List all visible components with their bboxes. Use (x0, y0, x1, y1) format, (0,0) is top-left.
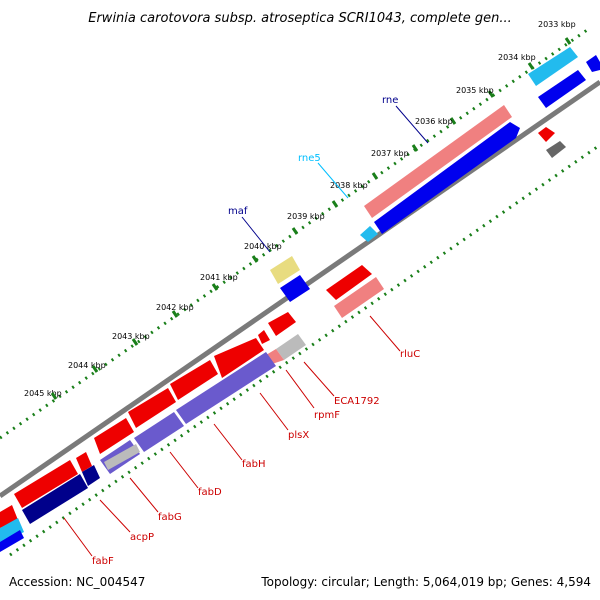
tick-mark (411, 144, 419, 152)
tick-mark (171, 310, 179, 318)
leader-line (303, 361, 335, 397)
gene-fabD[interactable] (128, 388, 176, 428)
tick-mark (331, 200, 339, 208)
tick-group: 2033 kbp 2034 kbp 2035 kbp 2036 kbp 2037… (24, 20, 576, 400)
tick-label-2036: 2036 kbp (415, 117, 453, 126)
leader-line (395, 105, 429, 144)
gene-arrow[interactable] (0, 518, 24, 544)
summary-text: Topology: circular; Length: 5,064,019 bp… (260, 575, 591, 589)
tick-mark (371, 172, 379, 180)
gene-ECA1792[interactable] (276, 334, 306, 360)
tick-mark (251, 255, 259, 263)
tick-label-2038: 2038 kbp (330, 181, 368, 190)
tick-mark (564, 37, 572, 45)
tick-label-2041: 2041 kbp (200, 273, 238, 282)
map-title: Erwinia carotovora subsp. atroseptica SC… (88, 11, 511, 26)
gene-label-rpmF[interactable]: rpmF (314, 410, 340, 421)
leader-line (285, 369, 315, 409)
gene-plsX-rna[interactable] (176, 352, 276, 424)
tick-mark (91, 365, 99, 373)
leader-line (169, 451, 199, 489)
leader-line (213, 423, 243, 461)
gene-arrow[interactable] (538, 127, 555, 142)
tick-label-2043: 2043 kbp (112, 332, 150, 341)
gene-fabF[interactable] (14, 460, 78, 508)
gene-arrow[interactable] (0, 530, 24, 552)
gene-label-rne5[interactable]: rne5 (298, 153, 321, 164)
gene-fabD-rna[interactable] (134, 412, 184, 452)
gene-label-fabF[interactable]: fabF (92, 556, 114, 567)
tick-label-2035: 2035 kbp (456, 86, 494, 95)
tick-label-2040: 2040 kbp (244, 242, 282, 251)
gene-arrow[interactable] (104, 444, 140, 470)
tick-label-2039: 2039 kbp (287, 212, 325, 221)
gene-label-maf[interactable]: maf (228, 206, 248, 217)
gene-rne-cds[interactable] (364, 105, 512, 218)
gene-rne5[interactable] (360, 226, 378, 242)
gene-label-ECA1792[interactable]: ECA1792 (334, 396, 380, 407)
leader-line (129, 477, 159, 513)
gene-label-acpP[interactable]: acpP (130, 532, 154, 543)
tick-mark (131, 338, 139, 346)
gene-arrow[interactable] (538, 70, 586, 108)
gene-arrow[interactable] (586, 55, 600, 72)
gene-fabH[interactable] (170, 360, 218, 400)
tick-mark (487, 90, 495, 98)
gene-fabG[interactable] (94, 418, 134, 454)
tick-label-2034: 2034 kbp (498, 53, 536, 62)
gene-label-plsX[interactable]: plsX (288, 430, 309, 441)
accession-text: Accession: NC_004547 (9, 575, 145, 589)
leader-line (63, 517, 93, 557)
gene-arrow[interactable] (528, 47, 578, 86)
gene-arrow[interactable] (268, 312, 296, 336)
leader-line (317, 162, 349, 199)
gene-arrow[interactable] (0, 505, 18, 528)
tick-mark (211, 283, 219, 291)
gene-label-fabH[interactable]: fabH (242, 459, 266, 470)
tick-mark (291, 227, 299, 235)
gene-rne[interactable] (374, 122, 520, 234)
gene-arrow[interactable] (280, 275, 310, 302)
leader-line (241, 216, 271, 253)
inner-tick-ring (9, 143, 600, 557)
gene-plsX[interactable] (214, 338, 264, 378)
gene-label-fabD[interactable]: fabD (198, 487, 222, 498)
gene-acpP-rna[interactable] (82, 465, 100, 486)
leader-line (99, 499, 131, 533)
tick-label-2042: 2042 kbp (156, 303, 194, 312)
tick-mark (449, 117, 457, 125)
tick-label-2045: 2045 kbp (24, 389, 62, 398)
gene-rluC[interactable] (326, 265, 372, 300)
gene-maf[interactable] (270, 256, 300, 284)
gene-label-fabG[interactable]: fabG (158, 512, 182, 523)
gene-rluC-cds[interactable] (334, 277, 384, 318)
gene-fabF-rna[interactable] (22, 474, 88, 524)
leader-line (259, 392, 289, 431)
tick-mark (50, 392, 58, 400)
tick-label-2044: 2044 kbp (68, 361, 106, 370)
tick-mark (527, 62, 535, 70)
tick-label-2033: 2033 kbp (538, 20, 576, 29)
gene-acpP[interactable] (76, 452, 92, 472)
gene-label-rne[interactable]: rne (382, 95, 398, 106)
tick-label-2037: 2037 kbp (371, 149, 409, 158)
leader-line (369, 315, 401, 352)
gene-label-rluC[interactable]: rluC (400, 349, 420, 360)
gene-arrow[interactable] (258, 330, 270, 344)
gene-arrow[interactable] (546, 141, 566, 158)
